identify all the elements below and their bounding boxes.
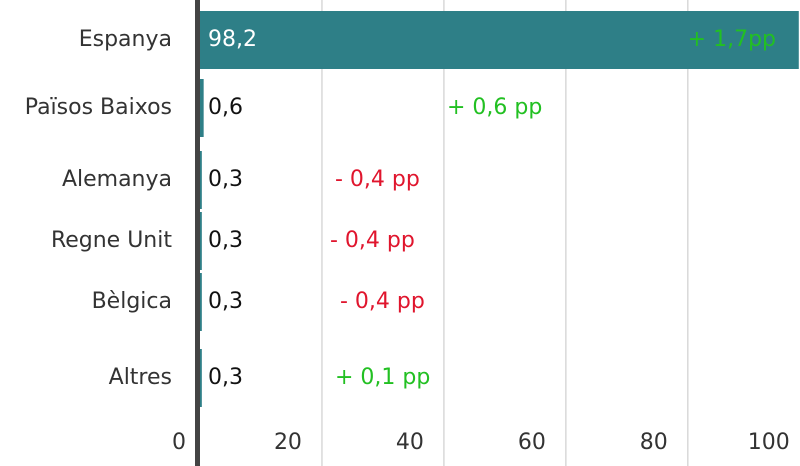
x-tick-label: 40 <box>396 430 424 455</box>
x-tick-label: 20 <box>274 430 302 455</box>
category-label: Bèlgica <box>92 289 172 314</box>
annotation: + 0,6 pp <box>447 95 542 120</box>
x-tick-label: 100 <box>748 430 790 455</box>
category-label: Altres <box>109 365 172 390</box>
bar <box>200 273 202 331</box>
value-label: 98,2 <box>208 27 257 52</box>
category-label: Països Baixos <box>25 95 172 120</box>
axis-line <box>195 0 200 466</box>
bar <box>200 11 799 69</box>
value-label: 0,3 <box>208 167 243 192</box>
annotation: - 0,4 pp <box>330 228 415 253</box>
value-label: 0,6 <box>208 95 243 120</box>
annotation: + 0,1 pp <box>335 365 430 390</box>
bar <box>200 79 204 137</box>
value-label: 0,3 <box>208 228 243 253</box>
annotation: - 0,4 pp <box>335 167 420 192</box>
category-label: Regne Unit <box>51 228 172 253</box>
bar <box>200 212 202 270</box>
category-label: Alemanya <box>62 167 172 192</box>
value-label: 0,3 <box>208 289 243 314</box>
x-tick-label: 0 <box>172 430 186 455</box>
x-tick-label: 80 <box>640 430 668 455</box>
category-label: Espanya <box>79 27 172 52</box>
bar <box>200 151 202 209</box>
bar <box>200 349 202 407</box>
value-label: 0,3 <box>208 365 243 390</box>
annotation: + 1,7pp <box>688 27 776 52</box>
annotation: - 0,4 pp <box>340 289 425 314</box>
x-tick-label: 60 <box>518 430 546 455</box>
